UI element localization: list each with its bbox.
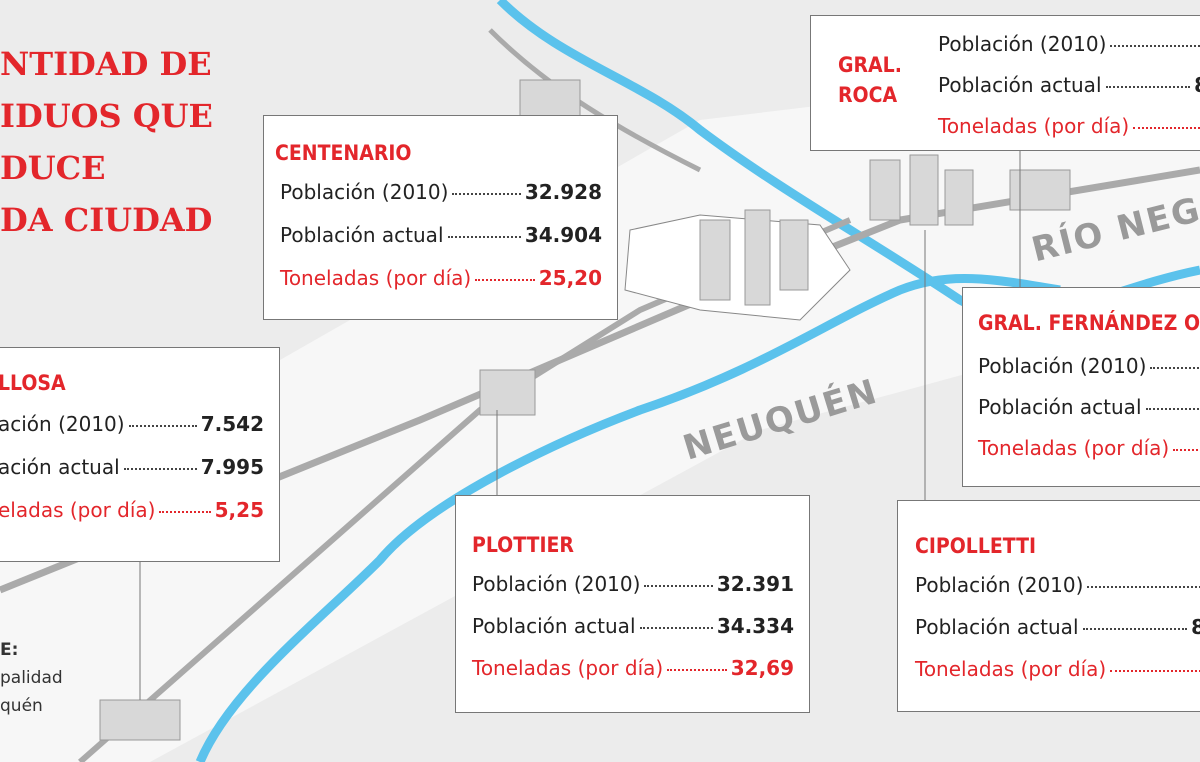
data-row: Toneladas (por día) <box>915 657 1200 681</box>
leader <box>1173 449 1200 451</box>
data-row: Toneladas (por día) <box>978 436 1200 460</box>
row-label: Población (2010) <box>978 354 1147 378</box>
city-name: CENTENARIO <box>275 141 412 165</box>
data-row: Población actual 34.334 <box>472 614 794 638</box>
row-label: Toneladas (por día) <box>978 436 1170 460</box>
row-label: Población actual <box>280 223 444 247</box>
title-line: DUCE <box>0 149 106 187</box>
row-value: 8 <box>1194 73 1200 97</box>
data-row: Población (2010) 32.928 <box>280 180 602 204</box>
leader <box>644 585 713 587</box>
row-label: Población actual <box>472 614 636 638</box>
data-row: Toneladas (por día) 32,69 <box>472 656 794 680</box>
row-label: eladas (por día) <box>0 498 156 522</box>
row-label: Población (2010) <box>472 572 641 596</box>
row-value: 5,25 <box>214 498 264 522</box>
data-row: Toneladas (por día) <box>938 114 1200 138</box>
row-value: 7.542 <box>200 412 264 436</box>
city-box <box>263 115 618 320</box>
row-label: Toneladas (por día) <box>280 266 472 290</box>
city-box <box>962 287 1200 487</box>
title-line: DA CIUDAD <box>0 201 213 239</box>
row-value: 25,20 <box>538 266 602 290</box>
leader <box>123 468 197 470</box>
city-name: PLOTTIER <box>472 533 574 557</box>
row-value: 32.391 <box>716 572 794 596</box>
row-label: Población (2010) <box>915 573 1084 597</box>
leader <box>1082 628 1188 630</box>
row-value: 32,69 <box>730 656 794 680</box>
row-label: ación (2010) <box>0 412 125 436</box>
leader <box>667 669 727 671</box>
row-label: Toneladas (por día) <box>472 656 664 680</box>
leader <box>1133 127 1200 129</box>
city-name: GRAL. FERNÁNDEZ O <box>978 311 1200 335</box>
row-label: Población (2010) <box>280 180 449 204</box>
city-box <box>0 347 280 562</box>
data-row: Población actual 8 <box>915 615 1200 639</box>
source: E: palidad quén <box>0 636 63 720</box>
source-line: E: <box>0 640 19 660</box>
leader <box>1110 45 1200 47</box>
row-value: 34.334 <box>716 614 794 638</box>
city-box <box>897 500 1200 712</box>
data-row: Toneladas (por día) 25,20 <box>280 266 602 290</box>
leader <box>1150 367 1200 369</box>
data-row: ación actual 7.995 <box>0 455 264 479</box>
leader <box>159 511 211 513</box>
leader <box>1087 586 1200 588</box>
row-label: Población (2010) <box>938 32 1107 56</box>
leader <box>1105 86 1191 88</box>
row-label: Toneladas (por día) <box>915 657 1107 681</box>
data-row: Población (2010) 32.391 <box>472 572 794 596</box>
source-line: quén <box>0 696 43 716</box>
data-row: Población actual 34.904 <box>280 223 602 247</box>
source-line: palidad <box>0 668 63 688</box>
row-label: Población actual <box>915 615 1079 639</box>
data-row: Población actual <box>978 395 1200 419</box>
leader <box>128 425 197 427</box>
leader <box>452 193 521 195</box>
row-value: 8 <box>1191 615 1200 639</box>
city-name: LLOSA <box>0 371 66 395</box>
row-value: 34.904 <box>524 223 602 247</box>
row-label: ación actual <box>0 455 120 479</box>
title: NTIDAD DE IDUOS QUE DUCE DA CIUDAD <box>0 38 213 246</box>
row-label: Población actual <box>978 395 1142 419</box>
leader <box>639 627 713 629</box>
leader <box>475 279 535 281</box>
title-line: IDUOS QUE <box>0 97 213 135</box>
row-value: 7.995 <box>200 455 264 479</box>
leader <box>1110 670 1200 672</box>
data-row: eladas (por día) 5,25 <box>0 498 264 522</box>
data-row: ación (2010) 7.542 <box>0 412 264 436</box>
leader <box>1145 408 1200 410</box>
city-name: CIPOLLETTI <box>915 534 1037 558</box>
city-name: GRAL. ROCA <box>838 53 902 107</box>
row-value: 32.928 <box>524 180 602 204</box>
data-row: Población (2010) <box>978 354 1200 378</box>
data-row: Población (2010) <box>938 32 1200 56</box>
row-label: Población actual <box>938 73 1102 97</box>
row-label: Toneladas (por día) <box>938 114 1130 138</box>
title-line: NTIDAD DE <box>0 45 212 83</box>
data-row: Población (2010) <box>915 573 1200 597</box>
data-row: Población actual 8 <box>938 73 1200 97</box>
city-box <box>455 495 810 713</box>
leader <box>447 236 521 238</box>
